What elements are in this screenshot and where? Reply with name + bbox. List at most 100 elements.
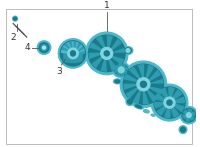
Wedge shape (165, 103, 170, 117)
Wedge shape (96, 37, 107, 53)
Circle shape (68, 48, 78, 59)
Wedge shape (117, 70, 121, 76)
Wedge shape (134, 66, 143, 84)
Circle shape (151, 84, 188, 121)
Wedge shape (107, 53, 121, 67)
Circle shape (59, 39, 87, 68)
Wedge shape (139, 84, 143, 104)
Wedge shape (107, 53, 124, 64)
Wedge shape (129, 67, 143, 84)
Wedge shape (143, 75, 162, 84)
Wedge shape (63, 46, 73, 53)
Circle shape (88, 35, 125, 72)
Ellipse shape (135, 105, 142, 108)
Circle shape (181, 127, 185, 132)
Text: 4: 4 (25, 43, 31, 52)
Circle shape (14, 17, 17, 20)
Wedge shape (143, 67, 156, 84)
Wedge shape (66, 43, 73, 53)
Wedge shape (124, 75, 143, 84)
Wedge shape (155, 94, 169, 103)
Wedge shape (186, 115, 189, 121)
Wedge shape (143, 84, 153, 103)
Ellipse shape (115, 80, 120, 83)
Wedge shape (73, 45, 82, 53)
Ellipse shape (64, 44, 82, 50)
Ellipse shape (64, 55, 82, 60)
Circle shape (68, 49, 78, 58)
Wedge shape (137, 65, 143, 84)
Circle shape (140, 81, 146, 87)
Wedge shape (115, 65, 121, 70)
Wedge shape (106, 36, 112, 53)
Wedge shape (73, 42, 76, 53)
Circle shape (104, 51, 109, 56)
Circle shape (41, 45, 47, 51)
Wedge shape (101, 36, 107, 53)
Wedge shape (121, 67, 128, 70)
Circle shape (126, 49, 130, 52)
Circle shape (101, 47, 113, 59)
Wedge shape (143, 84, 160, 97)
Wedge shape (169, 103, 184, 111)
Circle shape (39, 43, 49, 52)
Wedge shape (143, 84, 163, 88)
Ellipse shape (59, 39, 87, 68)
Wedge shape (107, 53, 118, 70)
Ellipse shape (123, 47, 133, 54)
Ellipse shape (64, 52, 82, 57)
Circle shape (182, 108, 196, 122)
Circle shape (167, 100, 172, 105)
Circle shape (71, 51, 75, 56)
Wedge shape (101, 53, 107, 71)
Circle shape (118, 67, 124, 73)
Wedge shape (157, 103, 169, 115)
Wedge shape (169, 90, 181, 103)
Wedge shape (64, 44, 73, 53)
Ellipse shape (134, 104, 143, 109)
Wedge shape (134, 84, 143, 103)
Circle shape (120, 61, 167, 107)
Wedge shape (92, 53, 107, 68)
Circle shape (186, 113, 191, 118)
Wedge shape (90, 53, 107, 64)
Wedge shape (62, 48, 73, 53)
Wedge shape (143, 78, 163, 84)
Text: 3: 3 (57, 67, 62, 76)
Wedge shape (188, 109, 192, 115)
Wedge shape (121, 70, 127, 74)
Wedge shape (155, 103, 169, 108)
Circle shape (60, 41, 86, 66)
Wedge shape (124, 84, 143, 90)
Circle shape (71, 51, 75, 56)
Circle shape (179, 126, 187, 133)
Wedge shape (189, 112, 195, 115)
Wedge shape (124, 80, 143, 84)
Ellipse shape (64, 57, 82, 62)
Wedge shape (73, 42, 78, 53)
Wedge shape (107, 39, 121, 53)
Wedge shape (143, 84, 149, 104)
Wedge shape (90, 43, 107, 53)
Wedge shape (71, 42, 73, 53)
Wedge shape (73, 46, 83, 53)
Text: 1: 1 (104, 1, 110, 10)
Wedge shape (119, 64, 121, 70)
Circle shape (86, 32, 128, 75)
Wedge shape (107, 47, 124, 53)
Wedge shape (143, 84, 158, 101)
Wedge shape (125, 84, 143, 94)
Wedge shape (127, 84, 143, 99)
Ellipse shape (143, 110, 149, 113)
Wedge shape (121, 64, 126, 70)
Circle shape (123, 64, 164, 104)
Wedge shape (107, 53, 124, 58)
Wedge shape (130, 84, 143, 101)
Wedge shape (183, 115, 189, 118)
Wedge shape (73, 49, 84, 53)
Ellipse shape (114, 64, 128, 76)
Ellipse shape (125, 48, 131, 53)
Wedge shape (160, 88, 169, 103)
Circle shape (37, 41, 51, 54)
Wedge shape (169, 103, 179, 117)
